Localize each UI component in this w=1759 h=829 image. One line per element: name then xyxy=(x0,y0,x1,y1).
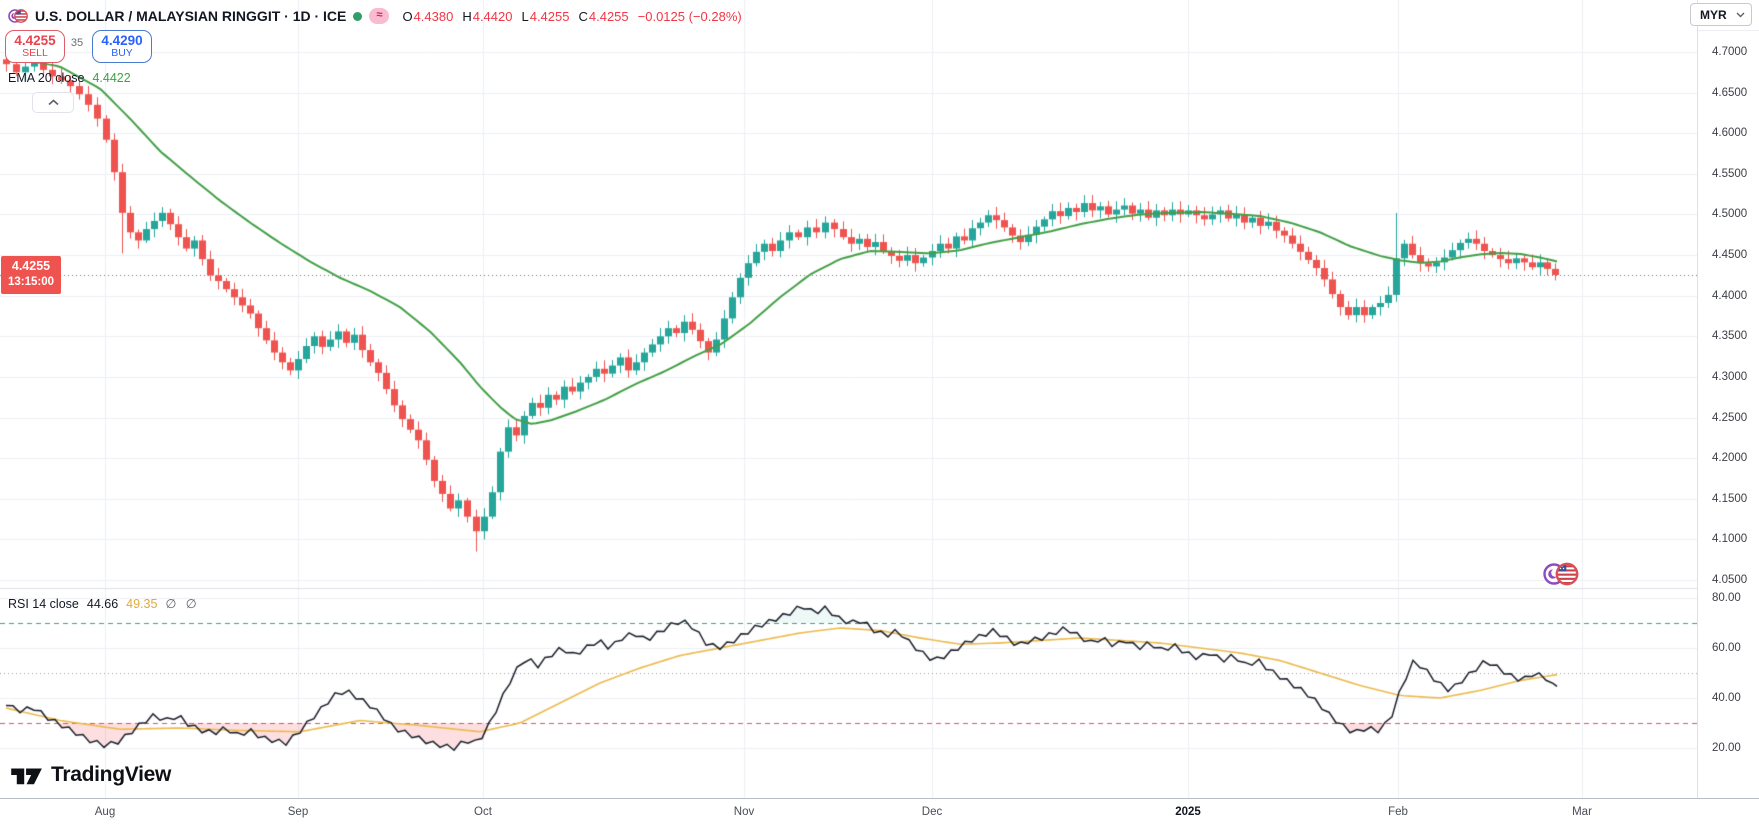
high-value: 4.4420 xyxy=(472,8,513,24)
time-axis-label: Oct xyxy=(474,806,492,818)
buy-button[interactable]: 4.4290 BUY xyxy=(92,30,152,63)
currency-label: MYR xyxy=(1700,7,1727,22)
sell-button[interactable]: 4.4255 SELL xyxy=(5,30,65,63)
spread-value: 35 xyxy=(70,37,84,49)
time-axis-label: Aug xyxy=(94,806,116,818)
watermark-text: TradingView xyxy=(51,763,172,786)
chevron-down-icon xyxy=(1736,12,1745,18)
price-tick-label: 4.5000 xyxy=(1712,208,1748,221)
price-tick-label: 4.1500 xyxy=(1712,492,1748,505)
time-axis-label: Dec xyxy=(921,806,943,818)
ohlc-values: O4.4380 H4.4420 L4.4255 C4.4255 −0.0125 … xyxy=(402,9,741,24)
tradingview-watermark: TradingView xyxy=(10,762,171,788)
price-tick-label: 4.3000 xyxy=(1712,370,1748,383)
price-tick-label: 4.3500 xyxy=(1712,330,1748,343)
price-tick-label: 4.4000 xyxy=(1712,289,1748,302)
low-value: 4.4255 xyxy=(529,8,570,24)
price-tick-label: 4.7000 xyxy=(1712,46,1748,58)
time-axis-label: Mar xyxy=(1572,806,1592,818)
pair-flags-icon xyxy=(8,7,28,25)
ema-legend[interactable]: EMA 20 close 4.4422 xyxy=(8,71,131,85)
price-tick-label: 4.6000 xyxy=(1712,127,1748,140)
rsi-band-values: ∅ ∅ xyxy=(165,597,200,611)
sell-price: 4.4255 xyxy=(14,32,56,48)
time-axis-label: Feb xyxy=(1388,806,1408,818)
tradingview-logo-icon xyxy=(10,762,44,788)
rsi-legend-label: RSI 14 close xyxy=(8,596,79,611)
time-axis[interactable]: Aug Sep Oct Nov Dec 2025 Feb Mar xyxy=(0,798,1759,829)
sell-label: SELL xyxy=(22,46,48,59)
open-value: 4.4380 xyxy=(413,8,454,24)
price-tick-label: 4.2000 xyxy=(1712,452,1748,465)
symbol-title[interactable]: U.S. DOLLAR / MALAYSIAN RINGGIT · 1D · I… xyxy=(35,8,347,24)
high-label: H xyxy=(462,8,472,24)
bar-countdown: 13:15:00 xyxy=(7,275,55,288)
low-label: L xyxy=(521,8,529,24)
change-value: −0.0125 (−0.28%) xyxy=(637,8,742,24)
price-scale[interactable]: 4.7000 4.6500 4.6000 4.5500 4.5000 4.4500 4.40… xyxy=(1697,0,1759,828)
rsi-tick-label: 60.00 xyxy=(1712,642,1741,654)
close-label: C xyxy=(578,8,588,24)
rsi-ma-value: 49.35 xyxy=(126,596,158,611)
time-axis-label: 2025 xyxy=(1175,806,1201,818)
delayed-data-badge[interactable]: ≈ xyxy=(369,8,390,24)
legend-collapse-button[interactable] xyxy=(32,92,74,113)
chart-canvas[interactable] xyxy=(0,0,1697,798)
price-tick-label: 4.0500 xyxy=(1712,574,1748,586)
pair-flags-marker-icon xyxy=(1540,559,1582,594)
price-tick-label: 4.6500 xyxy=(1712,86,1748,99)
buy-price: 4.4290 xyxy=(101,32,143,48)
currency-dropdown[interactable]: MYR xyxy=(1690,3,1752,26)
rsi-tick-label: 80.00 xyxy=(1712,592,1741,604)
buy-label: BUY xyxy=(111,46,133,59)
rsi-tick-label: 40.00 xyxy=(1712,692,1741,704)
chevron-up-icon xyxy=(47,99,59,106)
close-value: 4.4255 xyxy=(588,8,629,24)
rsi-legend[interactable]: RSI 14 close 44.66 49.35 ∅ ∅ xyxy=(8,596,200,612)
price-tick-label: 4.5500 xyxy=(1712,167,1748,180)
symbol-header: U.S. DOLLAR / MALAYSIAN RINGGIT · 1D · I… xyxy=(8,7,742,25)
last-price-value: 4.4255 xyxy=(11,258,51,273)
market-status-icon[interactable] xyxy=(353,11,363,21)
rsi-legend-value: 44.66 xyxy=(86,596,119,611)
price-tick-label: 4.2500 xyxy=(1712,411,1748,424)
price-tick-label: 4.4500 xyxy=(1712,249,1748,262)
ema-legend-value: 4.4422 xyxy=(92,71,131,85)
ema-legend-label: EMA 20 close xyxy=(8,71,85,85)
last-price-badge: 4.4255 13:15:00 xyxy=(1,255,61,294)
time-axis-label: Sep xyxy=(287,806,309,818)
open-label: O xyxy=(402,8,413,24)
scale-separator xyxy=(1698,30,1759,31)
price-tick-label: 4.1000 xyxy=(1712,533,1748,546)
time-axis-label: Nov xyxy=(733,806,755,818)
rsi-tick-label: 20.00 xyxy=(1712,742,1741,754)
